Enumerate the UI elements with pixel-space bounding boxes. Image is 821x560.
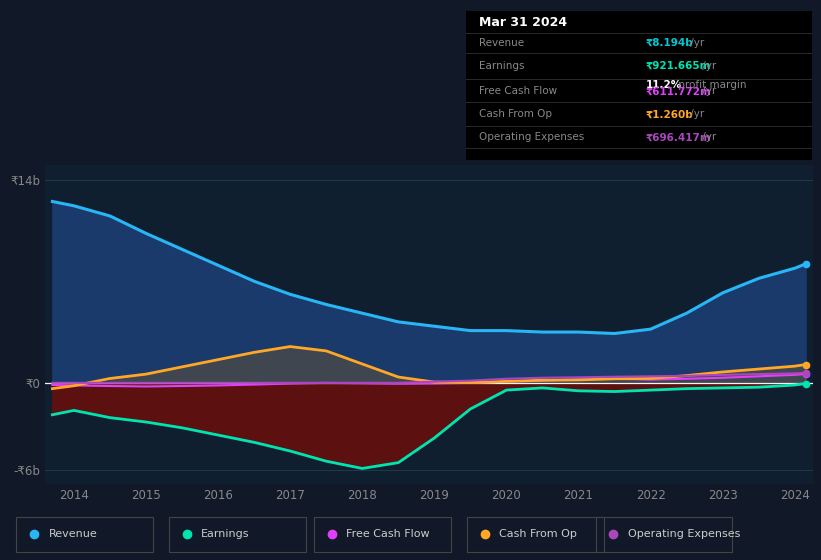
- Text: ₹1.260b: ₹1.260b: [645, 109, 694, 119]
- Text: ₹921.665m: ₹921.665m: [645, 61, 711, 71]
- Text: 11.2%: 11.2%: [645, 81, 682, 90]
- Text: Earnings: Earnings: [479, 61, 525, 71]
- Text: /yr: /yr: [687, 38, 704, 48]
- Text: Revenue: Revenue: [479, 38, 525, 48]
- Text: /yr: /yr: [699, 86, 716, 96]
- Text: Earnings: Earnings: [201, 529, 250, 539]
- Text: Free Cash Flow: Free Cash Flow: [479, 86, 557, 96]
- Text: /yr: /yr: [699, 132, 716, 142]
- Text: /yr: /yr: [699, 61, 716, 71]
- Text: ₹611.772m: ₹611.772m: [645, 86, 712, 96]
- Text: Cash From Op: Cash From Op: [479, 109, 553, 119]
- Text: Mar 31 2024: Mar 31 2024: [479, 16, 567, 29]
- Text: Cash From Op: Cash From Op: [499, 529, 577, 539]
- Text: Operating Expenses: Operating Expenses: [628, 529, 740, 539]
- Text: profit margin: profit margin: [675, 81, 746, 90]
- Text: ₹696.417m: ₹696.417m: [645, 132, 712, 142]
- Text: ₹8.194b: ₹8.194b: [645, 38, 694, 48]
- Text: Free Cash Flow: Free Cash Flow: [346, 529, 429, 539]
- Text: Operating Expenses: Operating Expenses: [479, 132, 585, 142]
- Text: Revenue: Revenue: [48, 529, 97, 539]
- Text: /yr: /yr: [687, 109, 704, 119]
